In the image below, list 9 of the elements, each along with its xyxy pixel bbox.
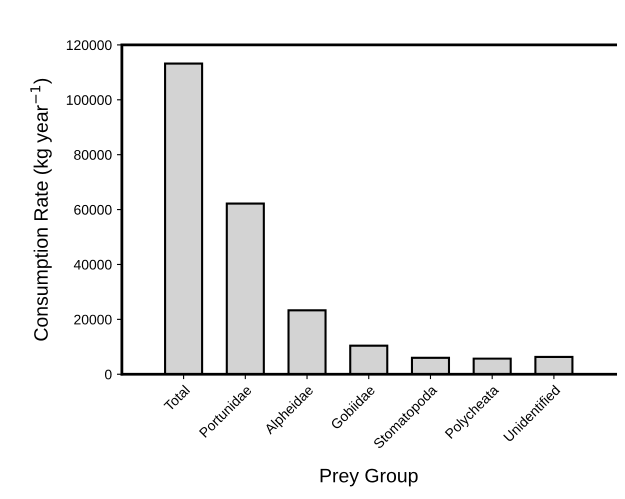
y-axis-title: Consumption Rate (kg year$^{−1}$) <box>30 78 52 341</box>
y-tick-label: 0 <box>104 370 112 380</box>
y-tick-label: 60000 <box>74 204 112 215</box>
y-tick-label: 80000 <box>74 150 112 160</box>
y-tick-label: 120000 <box>66 40 112 50</box>
y-tick-label: 100000 <box>66 95 112 105</box>
y-tick-label: 40000 <box>74 260 112 270</box>
y-tick-label: 20000 <box>74 314 112 325</box>
x-axis-title: Prey Group <box>320 468 418 486</box>
